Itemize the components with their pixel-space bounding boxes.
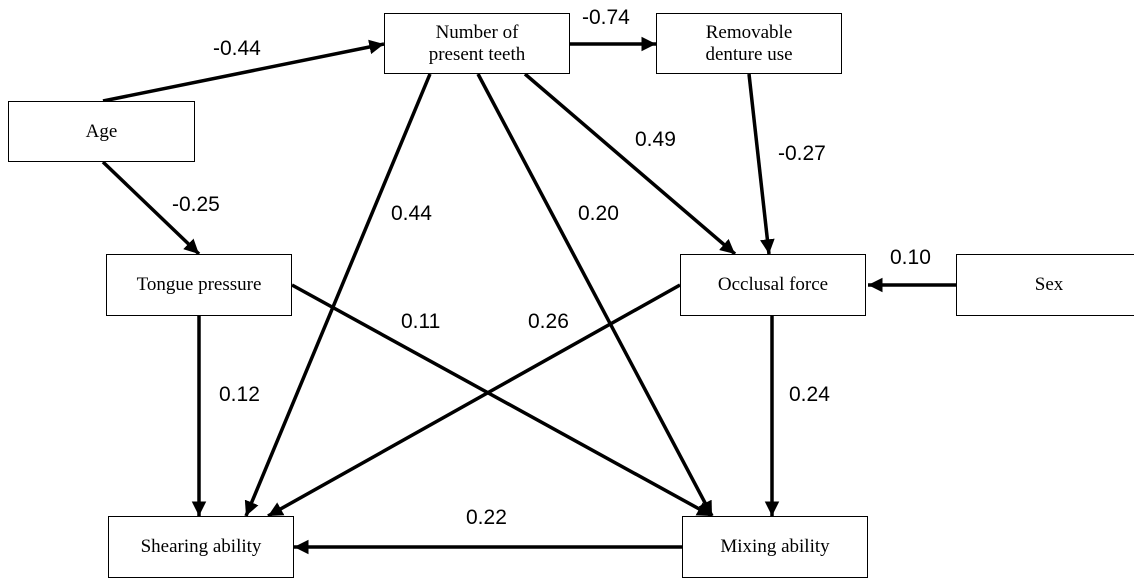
node-occlusal-label: Occlusal force — [717, 274, 829, 295]
node-occlusal-force: Occlusal force — [680, 254, 866, 316]
node-shearing-ability: Shearing ability — [108, 516, 294, 578]
coef-teeth-to-mixing: 0.20 — [578, 202, 619, 225]
coef-teeth-to-shearing: 0.44 — [391, 202, 432, 225]
node-mixing-ability: Mixing ability — [682, 516, 868, 578]
node-age: Age — [8, 101, 195, 162]
coef-teeth-to-occlusal: 0.49 — [635, 128, 676, 151]
coef-mixing-to-shearing: 0.22 — [466, 506, 507, 529]
arrow-age-to-teeth — [102, 39, 385, 103]
node-sex: Sex — [956, 254, 1134, 316]
node-teeth-label-line2: present teeth — [428, 43, 526, 65]
arrow-teeth-to-mixing — [476, 73, 714, 517]
node-sex-label: Sex — [1034, 274, 1064, 295]
coef-tongue-to-mixing: 0.11 — [401, 310, 441, 333]
arrow-tongue-to-mixing — [291, 283, 713, 518]
node-tongue-pressure: Tongue pressure — [106, 254, 292, 316]
node-teeth-label-line1: Number of — [435, 21, 519, 43]
coef-occlusal-to-shearing: 0.26 — [528, 310, 569, 333]
node-mixing-label: Mixing ability — [720, 536, 830, 557]
coef-teeth-to-denture: -0.74 — [582, 6, 630, 29]
coef-age-to-teeth: -0.44 — [213, 37, 261, 60]
coef-sex-to-occlusal: 0.10 — [890, 246, 931, 269]
node-denture-label-line1: Removable — [705, 21, 793, 43]
node-shearing-label: Shearing ability — [140, 536, 262, 557]
arrow-teeth-to-occlusal — [523, 72, 737, 256]
node-removable-denture-use: Removable denture use — [656, 13, 842, 74]
arrow-occlusal-to-shearing — [267, 283, 681, 518]
coef-tongue-to-shearing: 0.12 — [219, 383, 260, 406]
node-denture-label-line2: denture use — [705, 43, 793, 65]
coef-occlusal-to-mixing: 0.24 — [789, 383, 830, 406]
arrow-denture-to-occlusal — [747, 73, 775, 255]
node-tongue-label: Tongue pressure — [136, 274, 262, 295]
arrow-teeth-to-shearing — [244, 73, 432, 517]
node-age-label: Age — [85, 120, 118, 142]
node-number-of-present-teeth: Number of present teeth — [384, 13, 570, 74]
coef-denture-to-occlusal: -0.27 — [778, 142, 826, 165]
coef-age-to-tongue: -0.25 — [172, 193, 220, 216]
arrow-age-to-tongue — [101, 160, 201, 256]
